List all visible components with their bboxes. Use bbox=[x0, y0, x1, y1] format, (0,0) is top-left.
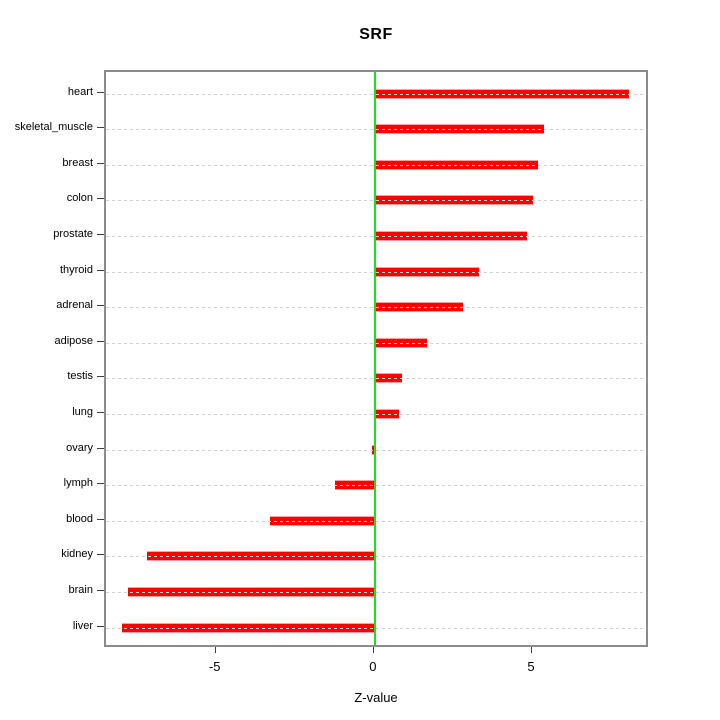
gridline-kidney bbox=[106, 556, 646, 558]
x-tick-label--5: -5 bbox=[208, 659, 221, 674]
y-label-adipose: adipose bbox=[54, 334, 93, 347]
x-tick-label-0: 0 bbox=[369, 659, 377, 674]
y-tick-kidney bbox=[97, 554, 104, 556]
y-label-colon: colon bbox=[66, 192, 93, 205]
chart-title: SRF bbox=[359, 26, 393, 43]
y-label-liver: liver bbox=[72, 619, 93, 632]
zero-reference-line bbox=[373, 72, 376, 645]
gridline-lymph bbox=[106, 485, 646, 487]
y-tick-lung bbox=[97, 411, 104, 413]
gridline-lung bbox=[106, 413, 646, 415]
gridline-adipose bbox=[106, 342, 646, 344]
gridline-liver bbox=[106, 627, 646, 629]
y-label-kidney: kidney bbox=[61, 548, 93, 561]
y-tick-blood bbox=[97, 518, 104, 520]
y-tick-brain bbox=[97, 589, 104, 591]
gridline-blood bbox=[106, 520, 646, 522]
y-label-adrenal: adrenal bbox=[56, 299, 93, 312]
plot-area bbox=[104, 70, 648, 647]
y-tick-testis bbox=[97, 376, 104, 378]
y-tick-adipose bbox=[97, 340, 104, 342]
gridline-prostate bbox=[106, 235, 646, 237]
y-label-skeletal_muscle: skeletal_muscle bbox=[14, 121, 93, 134]
x-tick--5 bbox=[214, 647, 216, 653]
y-tick-skeletal_muscle bbox=[97, 127, 104, 129]
x-axis-label: Z-value bbox=[354, 690, 398, 705]
y-tick-liver bbox=[97, 625, 104, 627]
gridline-heart bbox=[106, 93, 646, 95]
gridline-colon bbox=[106, 200, 646, 202]
y-label-ovary: ovary bbox=[66, 441, 93, 454]
y-label-lymph: lymph bbox=[63, 477, 93, 490]
x-tick-0 bbox=[372, 647, 374, 653]
y-label-thyroid: thyroid bbox=[59, 263, 93, 276]
y-tick-colon bbox=[97, 198, 104, 200]
y-label-heart: heart bbox=[67, 85, 93, 98]
y-label-brain: brain bbox=[68, 583, 93, 596]
x-tick-label-5: 5 bbox=[527, 659, 535, 674]
y-label-prostate: prostate bbox=[53, 227, 93, 240]
y-label-breast: breast bbox=[62, 156, 93, 169]
gridline-adrenal bbox=[106, 307, 646, 309]
gridline-ovary bbox=[106, 449, 646, 451]
y-tick-heart bbox=[97, 91, 104, 93]
y-tick-lymph bbox=[97, 483, 104, 485]
plot-inner bbox=[106, 72, 646, 645]
y-label-lung: lung bbox=[72, 405, 93, 418]
y-tick-ovary bbox=[97, 447, 104, 449]
x-tick-5 bbox=[530, 647, 532, 653]
gridline-thyroid bbox=[106, 271, 646, 273]
gridline-skeletal_muscle bbox=[106, 129, 646, 131]
gridline-breast bbox=[106, 164, 646, 166]
y-tick-prostate bbox=[97, 233, 104, 235]
y-tick-thyroid bbox=[97, 269, 104, 271]
gridline-brain bbox=[106, 591, 646, 593]
y-tick-breast bbox=[97, 162, 104, 164]
gridline-testis bbox=[106, 378, 646, 380]
y-label-blood: blood bbox=[66, 512, 93, 525]
y-label-testis: testis bbox=[67, 370, 93, 383]
y-tick-adrenal bbox=[97, 305, 104, 307]
